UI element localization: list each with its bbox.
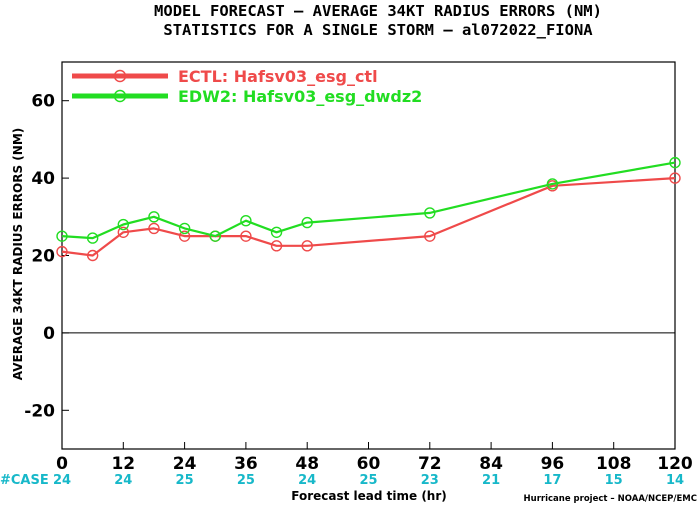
x-tick-label: 108: [596, 454, 632, 474]
data-point: [56, 245, 68, 258]
x-tick-label: 48: [295, 454, 319, 474]
data-point: [669, 172, 681, 184]
x-axis-label: Forecast lead time (hr): [291, 489, 447, 503]
data-point: [669, 156, 681, 169]
chart-title: MODEL FORECAST – AVERAGE 34KT RADIUS ERR…: [154, 2, 602, 20]
series-2: [56, 156, 681, 244]
data-point: [86, 232, 99, 244]
y-axis-label: AVERAGE 34KT RADIUS ERRORS (NM): [11, 128, 25, 380]
y-tick-label: 0: [43, 324, 55, 344]
legend-label: EDW2: Hafsv03_esg_dwdz2: [178, 87, 422, 106]
y-tick-label: 60: [31, 92, 55, 112]
x-tick-label: 72: [418, 454, 442, 474]
y-tick-label: -20: [24, 401, 55, 421]
data-point: [56, 230, 68, 242]
case-count: 24: [298, 473, 316, 488]
data-point: [86, 249, 99, 262]
y-tick-label: 20: [31, 247, 55, 267]
y-tick-label: 40: [31, 169, 55, 189]
x-tick-label: 0: [56, 454, 68, 474]
data-point: [546, 178, 559, 190]
case-count: 25: [237, 473, 255, 488]
data-point: [178, 222, 191, 235]
series-line: [61, 177, 676, 257]
data-point: [270, 226, 283, 238]
series-1: [56, 172, 681, 262]
data-point: [240, 230, 252, 242]
legend-entry-2: EDW2: Hafsv03_esg_dwdz2: [72, 87, 422, 106]
data-point: [424, 207, 436, 219]
legend-entry-1: ECTL: Hafsv03_esg_ctl: [72, 67, 378, 86]
x-tick-label: 120: [657, 454, 693, 474]
data-point: [424, 230, 436, 242]
data-point: [148, 222, 160, 235]
data-point: [117, 226, 130, 238]
data-point: [301, 216, 313, 229]
data-point: [270, 240, 283, 252]
case-count: 14: [666, 473, 684, 488]
x-tick-label: 24: [173, 454, 197, 474]
credit-text: Hurricane project – NOAA/NCEP/EMC: [524, 494, 697, 504]
series-line: [61, 161, 676, 240]
data-point: [117, 218, 130, 231]
case-count: 17: [543, 473, 561, 488]
case-count: 25: [176, 473, 194, 488]
x-tick-label: 60: [357, 454, 381, 474]
legend-marker: [113, 69, 127, 83]
legend-label: ECTL: Hafsv03_esg_ctl: [178, 67, 378, 86]
data-point: [148, 211, 160, 223]
x-tick-label: 36: [234, 454, 258, 474]
x-tick-label: 96: [541, 454, 565, 474]
data-point: [178, 230, 191, 242]
plot-frame: [61, 61, 676, 450]
x-tick-label: 84: [479, 454, 503, 474]
data-point: [301, 240, 313, 252]
data-point: [240, 214, 252, 227]
case-count: 25: [359, 473, 377, 488]
case-count: 24: [53, 473, 71, 488]
case-count: 24: [114, 473, 132, 488]
case-label: #CASE: [0, 473, 49, 488]
chart-subtitle: STATISTICS FOR A SINGLE STORM – al072022…: [163, 21, 593, 39]
x-tick-label: 12: [111, 454, 135, 474]
case-count: 21: [482, 473, 500, 488]
legend-marker: [113, 89, 127, 103]
case-count: 15: [605, 473, 623, 488]
case-count: 23: [421, 473, 439, 488]
data-point: [209, 230, 221, 242]
